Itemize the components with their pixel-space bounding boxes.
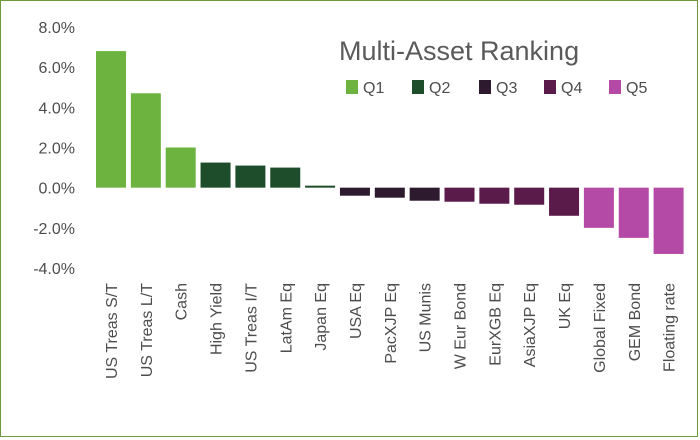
- x-category-label: PacXJP Eq: [383, 283, 400, 364]
- legend-label: Q5: [626, 80, 647, 97]
- bar: [444, 187, 475, 202]
- bar: [549, 187, 580, 216]
- y-tick-label: -4.0%: [33, 261, 75, 278]
- bar: [514, 187, 545, 205]
- x-category-label: Global Fixed: [592, 283, 609, 373]
- legend-swatch: [544, 80, 556, 94]
- bar: [130, 93, 161, 188]
- bar: [200, 162, 231, 188]
- x-category-label: Cash: [174, 283, 191, 320]
- x-category-label: EurXGB Eq: [487, 283, 504, 366]
- legend-swatch: [609, 80, 621, 94]
- bar: [479, 187, 510, 204]
- legend-swatch: [346, 80, 358, 94]
- bar: [165, 147, 196, 188]
- y-tick-label: 2.0%: [39, 141, 75, 158]
- bar: [618, 187, 649, 238]
- legend-label: Q1: [363, 80, 384, 97]
- bar: [96, 51, 126, 188]
- x-category-label: USA Eq: [348, 283, 365, 339]
- y-tick-label: -2.0%: [33, 221, 75, 238]
- y-tick-label: 8.0%: [39, 20, 75, 37]
- legend-swatch: [412, 80, 424, 94]
- bar: [339, 187, 370, 196]
- y-tick-label: 6.0%: [39, 60, 75, 77]
- legend-label: Q4: [561, 80, 582, 97]
- x-category-label: W Eur Bond: [453, 283, 470, 369]
- legend-label: Q2: [429, 80, 450, 97]
- bar: [583, 187, 614, 228]
- chart-title: Multi-Asset Ranking: [339, 36, 579, 66]
- x-category-label: US Munis: [418, 283, 435, 352]
- x-category-label: UK Eq: [557, 283, 574, 329]
- bar: [305, 185, 336, 188]
- legend-swatch: [479, 80, 491, 94]
- x-category-label: Japan Eq: [313, 283, 330, 351]
- bar: [653, 187, 684, 254]
- bar: [270, 167, 301, 188]
- x-category-label: AsiaXJP Eq: [522, 283, 539, 367]
- bar: [374, 187, 405, 198]
- y-tick-label: 4.0%: [39, 100, 75, 117]
- x-category-label: US Treas S/T: [104, 283, 121, 379]
- x-category-label: Floating rate: [662, 283, 679, 372]
- x-category-label: LatAm Eq: [278, 283, 295, 353]
- x-category-label: US Treas L/T: [139, 283, 156, 377]
- x-category-label: US Treas I/T: [243, 283, 260, 373]
- y-tick-label: 0.0%: [39, 181, 75, 198]
- bar: [235, 165, 266, 188]
- x-category-label: High Yield: [209, 283, 226, 355]
- x-category-label: GEM Bond: [627, 283, 644, 361]
- legend-label: Q3: [496, 80, 517, 97]
- bar: [409, 187, 440, 201]
